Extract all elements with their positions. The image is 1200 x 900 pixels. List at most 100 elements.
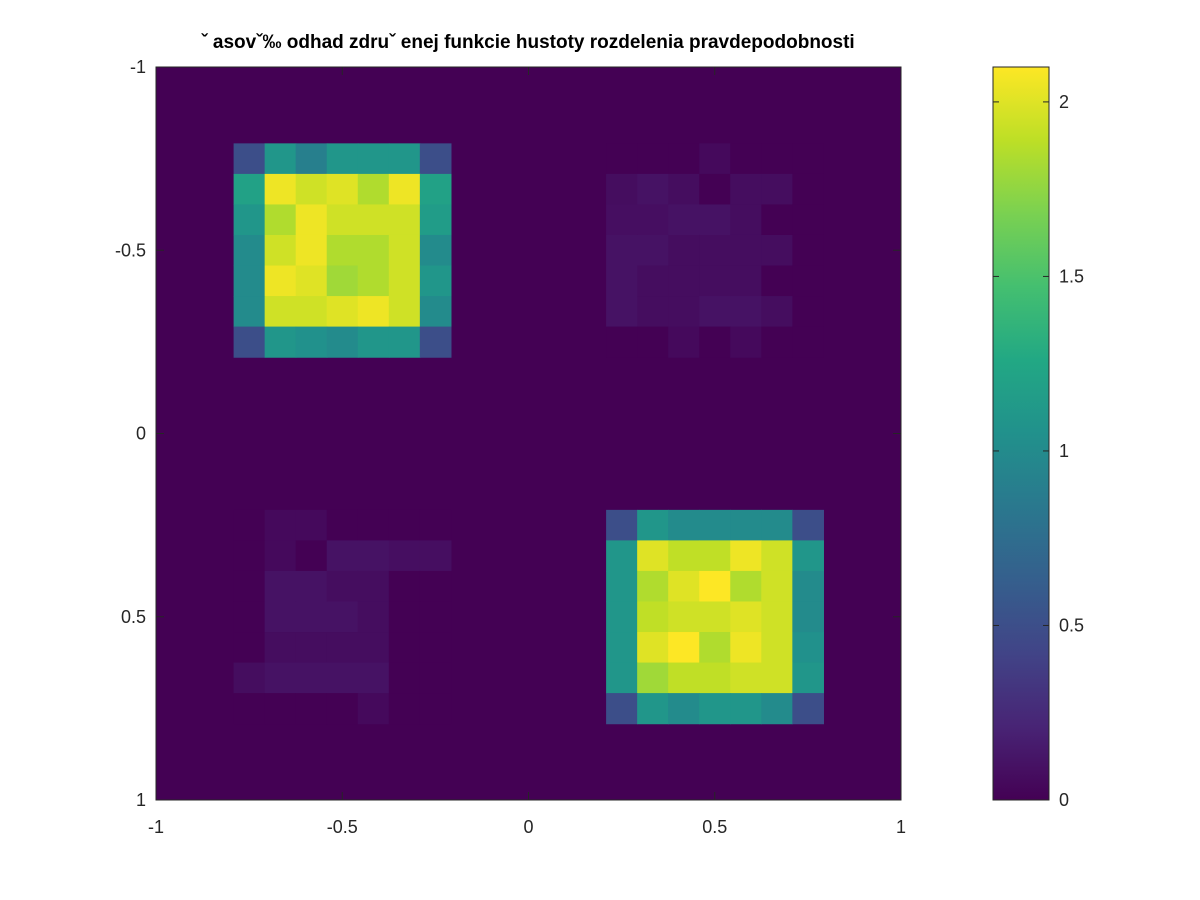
heatmap-cell	[637, 632, 669, 664]
heatmap-cell	[606, 601, 638, 633]
heatmap-cell	[388, 570, 421, 603]
heatmap-cell	[419, 326, 452, 358]
heatmap-cell	[668, 265, 700, 297]
heatmap-cell	[264, 693, 297, 725]
heatmap-cell	[357, 234, 390, 267]
heatmap-cell	[295, 509, 328, 541]
heatmap-cell	[637, 693, 669, 725]
heatmap-cell	[761, 326, 793, 358]
colorbar-axis: 0 0.5 1 1.5 2	[993, 92, 1084, 810]
heatmap-cell	[264, 632, 297, 664]
heatmap-cell	[233, 662, 266, 694]
heatmap-cell	[388, 204, 421, 236]
heatmap-cell	[388, 509, 421, 541]
heatmap-cell	[388, 540, 421, 572]
heatmap-cell	[606, 509, 638, 541]
heatmap-cell	[233, 509, 266, 541]
colorbar	[993, 67, 1049, 800]
heatmap-cell	[326, 204, 359, 236]
heatmap-cell	[295, 693, 328, 725]
heatmap-cell	[264, 265, 297, 297]
y-axis: -1 -0.5 0 0.5 1	[115, 57, 901, 810]
chart-title: ˇ asovˇ‰ odhad zdruˇ enej funkcie hustot…	[201, 32, 854, 53]
heatmap-cell	[792, 540, 824, 572]
heatmap-cell	[357, 693, 390, 725]
heatmap-cell	[388, 632, 421, 664]
heatmap-cell	[264, 662, 297, 694]
heatmap-cell	[295, 662, 328, 694]
heatmap-cell	[668, 662, 700, 694]
heatmap-cell	[606, 204, 638, 236]
heatmap-cell	[761, 234, 793, 267]
heatmap-cell	[233, 265, 266, 297]
heatmap-cell	[699, 173, 731, 206]
heatmap-cell	[264, 234, 297, 267]
heatmap-cell	[761, 540, 793, 572]
heatmap-cell	[730, 570, 762, 603]
x-axis: -1 -0.5 0 0.5 1	[148, 67, 906, 837]
heatmap-cell	[264, 570, 297, 603]
heatmap-cell	[357, 326, 390, 358]
heatmap-cell	[699, 540, 731, 572]
heatmap-cell	[326, 601, 359, 633]
heatmap-cell	[668, 509, 700, 541]
heatmap-cell	[792, 265, 824, 297]
heatmap-cell	[419, 265, 452, 297]
heatmap-cell	[637, 540, 669, 572]
colorbar-tick-label: 0.5	[1059, 615, 1084, 635]
heatmap-cell	[326, 570, 359, 603]
heatmap-cell	[637, 143, 669, 175]
heatmap-cell	[606, 632, 638, 664]
heatmap-cell	[233, 143, 266, 175]
heatmap-cell	[637, 326, 669, 358]
heatmap-cell	[606, 540, 638, 572]
heatmap-cell	[388, 296, 421, 328]
heatmap-cell	[233, 693, 266, 725]
heatmap-cell	[388, 143, 421, 175]
heatmap-cell	[668, 204, 700, 236]
heatmap-cell	[419, 173, 452, 206]
heatmap-cell	[699, 693, 731, 725]
heatmap-cell	[668, 693, 700, 725]
heatmap-cell	[761, 143, 793, 175]
heatmap-cell	[699, 632, 731, 664]
heatmap-cell	[326, 234, 359, 267]
heatmap-cell	[388, 234, 421, 267]
heatmap-cell	[637, 601, 669, 633]
heatmap-cell	[326, 540, 359, 572]
heatmap-cell	[233, 173, 266, 206]
heatmap-cell	[699, 509, 731, 541]
heatmap-cell	[637, 173, 669, 206]
heatmap-cell	[326, 296, 359, 328]
heatmap-cell	[792, 234, 824, 267]
heatmap-cell	[264, 326, 297, 358]
heatmap-cell	[233, 540, 266, 572]
heatmap-cell	[295, 204, 328, 236]
heatmap-cell	[606, 143, 638, 175]
heatmap-cell	[668, 632, 700, 664]
x-tick-label: 0.5	[702, 817, 727, 837]
heatmap-cell	[668, 143, 700, 175]
heatmap-cell	[637, 204, 669, 236]
heatmap-cell	[264, 204, 297, 236]
heatmap-cell	[326, 662, 359, 694]
heatmap-cell	[730, 204, 762, 236]
heatmap-cell	[326, 509, 359, 541]
heatmap-cells	[156, 67, 901, 800]
heatmap-cell	[264, 296, 297, 328]
heatmap-cell	[357, 540, 390, 572]
heatmap-cell	[730, 540, 762, 572]
heatmap-cell	[264, 509, 297, 541]
heatmap-cell	[699, 265, 731, 297]
heatmap-cell	[388, 326, 421, 358]
heatmap-cell	[326, 632, 359, 664]
heatmap-cell	[730, 143, 762, 175]
heatmap-cell	[357, 265, 390, 297]
heatmap-cell	[419, 296, 452, 328]
y-tick-label: 1	[136, 790, 146, 810]
heatmap-cell	[606, 296, 638, 328]
heatmap-cell	[792, 601, 824, 633]
heatmap-cell	[792, 509, 824, 541]
